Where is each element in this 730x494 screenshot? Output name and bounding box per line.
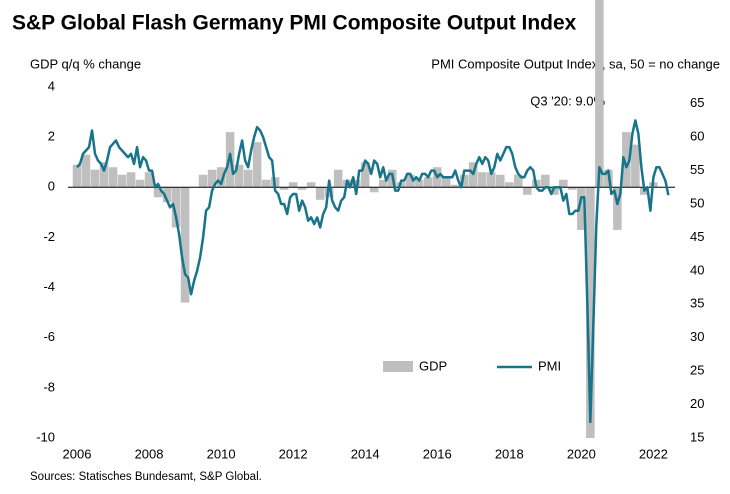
y-tick-label: -8: [43, 379, 55, 394]
x-tick-label: 2012: [279, 446, 308, 461]
y2-tick-label: 55: [690, 162, 704, 177]
y-tick-label: 2: [48, 129, 55, 144]
bar: [99, 162, 109, 188]
y2-tick-label: 30: [690, 329, 704, 344]
bar: [550, 187, 559, 195]
y2-tick-label: 50: [690, 195, 704, 210]
x-tick-label: 2006: [63, 446, 92, 461]
x-tick-label: 2008: [135, 446, 164, 461]
bar: [568, 187, 577, 190]
bar: [324, 187, 334, 198]
bar: [243, 169, 253, 188]
bar: [360, 162, 370, 188]
bar: [496, 174, 505, 188]
bar: [333, 169, 343, 188]
bar: [90, 169, 100, 188]
bar: [288, 182, 298, 188]
bar: [279, 187, 289, 190]
y2-tick-label: 15: [690, 429, 704, 444]
y2-tick-label: 65: [690, 95, 704, 110]
bar: [378, 179, 388, 188]
annotation: Q3 '20: 9.0%: [530, 93, 605, 108]
y-tick-label: -10: [36, 429, 55, 444]
y2-tick-label: 20: [690, 396, 704, 411]
legend-label: PMI: [538, 358, 561, 373]
bar: [586, 187, 595, 438]
legend: GDP PMI: [383, 358, 561, 373]
bar: [423, 177, 433, 188]
y-tick-label: -4: [43, 279, 55, 294]
bar: [351, 179, 361, 188]
bar: [126, 172, 136, 188]
bar: [523, 187, 532, 195]
bar: [297, 187, 307, 190]
bar: [207, 169, 217, 188]
bar: [315, 187, 325, 200]
bar: [613, 187, 622, 230]
bar: [252, 142, 262, 188]
bar: [414, 179, 424, 188]
bar: [153, 187, 163, 198]
y-tick-label: -6: [43, 329, 55, 344]
chart-title: S&P Global Flash Germany PMI Composite O…: [12, 12, 577, 35]
bar: [198, 174, 208, 188]
x-tick-label: 2020: [567, 446, 596, 461]
bar: [108, 167, 118, 188]
x-tick-label: 2010: [207, 446, 236, 461]
y-tick-label: 4: [48, 78, 55, 93]
legend-label: GDP: [419, 358, 447, 373]
x-tick-label: 2022: [639, 446, 668, 461]
bar: [505, 182, 514, 188]
bar: [405, 174, 415, 188]
bar: [135, 179, 145, 188]
y2-tick-label: 45: [690, 229, 704, 244]
y-axis-label: GDP q/q % change: [30, 56, 141, 71]
bar: [81, 154, 91, 188]
bar: [477, 172, 487, 188]
y2-axis-label: PMI Composite Output Index , sa, 50 = no…: [431, 56, 720, 71]
bar: [72, 164, 82, 188]
bar: [631, 144, 640, 188]
bar: [171, 187, 181, 228]
bar: [622, 132, 631, 188]
y-tick-label: -2: [43, 229, 55, 244]
bar: [487, 172, 496, 188]
bar: [162, 187, 172, 203]
bar: [261, 179, 271, 188]
bar: [144, 172, 154, 188]
bar: [514, 174, 523, 188]
bar: [459, 174, 469, 188]
bar: [541, 174, 550, 188]
y2-tick-label: 35: [690, 296, 704, 311]
y2-tick-label: 60: [690, 129, 704, 144]
bar: [117, 174, 127, 188]
bar: [369, 187, 379, 193]
x-tick-label: 2014: [351, 446, 380, 461]
bar: [595, 0, 604, 188]
bar: [306, 182, 316, 188]
bar: [559, 179, 568, 188]
bar: [577, 187, 586, 230]
bar: [234, 164, 244, 188]
line: [76, 119, 670, 424]
bar: [216, 167, 226, 188]
bar: [441, 177, 451, 188]
legend-swatch: [383, 361, 413, 372]
y2-tick-label: 25: [690, 363, 704, 378]
y-tick-label: 0: [48, 179, 55, 194]
y2-tick-label: 40: [690, 262, 704, 277]
bar: [450, 184, 460, 188]
x-tick-label: 2016: [423, 446, 452, 461]
bar: [180, 187, 190, 303]
x-tick-label: 2018: [495, 446, 524, 461]
source: Sources: Statisches Bundesamt, S&P Globa…: [30, 471, 262, 483]
